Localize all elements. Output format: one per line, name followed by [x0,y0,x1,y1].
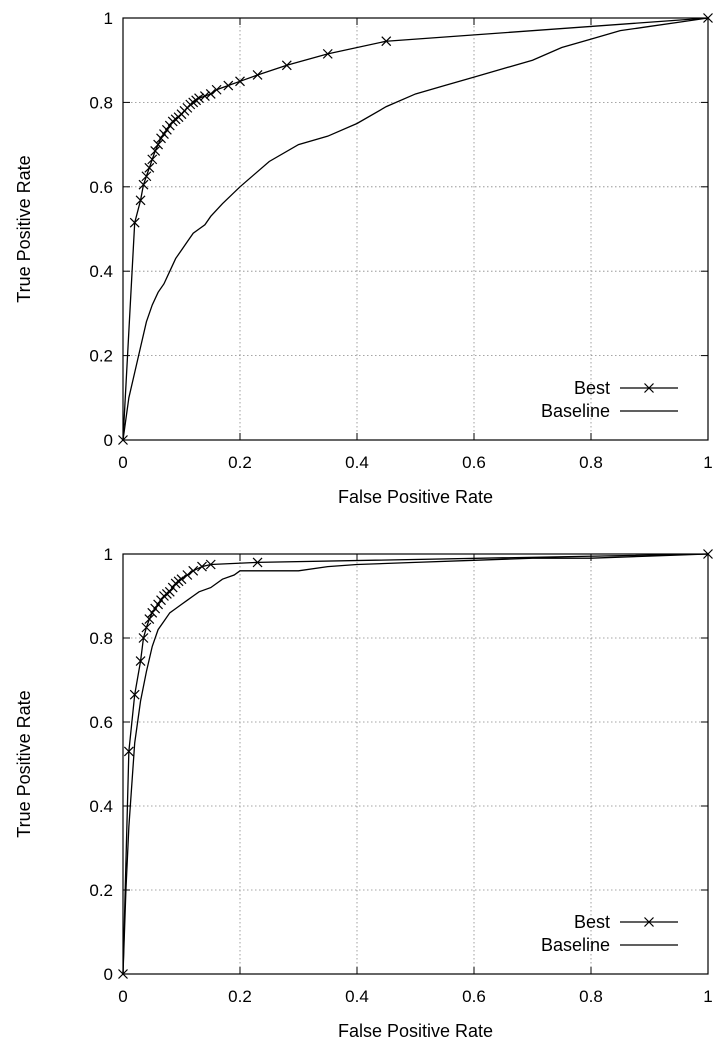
legend: Best Baseline [541,378,678,421]
data-point [381,36,392,47]
y-tick-label: 0 [104,965,113,984]
plot-frame [122,553,709,975]
y-tick-label: 0.6 [89,713,113,732]
x-axis-label: False Positive Rate [338,1021,493,1041]
legend-label-baseline: Baseline [541,401,610,421]
series-baseline [122,553,709,975]
data-point [129,217,140,228]
legend-label-baseline: Baseline [541,935,610,955]
y-tick-label: 0.2 [89,347,113,366]
data-point [223,80,234,91]
grid [123,554,708,974]
y-tick-label: 0 [104,431,113,450]
data-point [281,60,292,71]
data-point [129,689,140,700]
series-best [118,13,713,445]
data-point [252,70,263,80]
legend-marker [644,383,654,393]
series-line-best [122,17,709,441]
data-point [252,557,263,568]
data-point [138,633,149,643]
data-point [176,574,187,585]
x-tick-label: 0.8 [579,453,603,472]
y-tick-label: 0.4 [89,262,113,281]
y-axis-label: True Positive Rate [14,155,34,302]
series-best [118,549,713,979]
x-tick-label: 0 [118,987,127,1006]
x-tick-label: 0.6 [462,453,486,472]
x-axis-label: False Positive Rate [338,487,493,507]
x-tick-label: 1 [703,453,712,472]
data-point [141,171,152,182]
y-tick-label: 0.8 [89,93,113,112]
y-tick-label: 0.6 [89,178,113,197]
data-point [161,124,172,135]
data-point [123,746,134,757]
roc-chart-1: 0 0.2 0.4 0.6 0.8 1 0 0.2 0.4 0.6 0.8 1 False Positi… [14,9,713,507]
x-tick-label: 0.4 [345,987,369,1006]
data-point [156,133,166,144]
grid [123,18,708,440]
x-tick-label: 0.2 [228,453,252,472]
data-point [147,154,158,165]
data-point [205,89,216,99]
axis-ticks: 0 0.2 0.4 0.6 0.8 1 0 0.2 0.4 0.6 0.8 1 [89,9,712,472]
data-point [150,603,161,614]
roc-chart-2: 0 0.2 0.4 0.6 0.8 1 0 0.2 0.4 0.6 0.8 1 False Positi… [14,545,713,1041]
legend-label-best: Best [574,912,610,932]
axis-ticks: 0 0.2 0.4 0.6 0.8 1 0 0.2 0.4 0.6 0.8 1 [89,545,712,1006]
data-point [211,84,222,95]
x-tick-label: 0.2 [228,987,252,1006]
series-line-best [122,553,709,975]
data-point [322,48,333,59]
data-point [135,195,146,206]
data-point [194,93,204,104]
data-point [235,76,245,87]
x-tick-label: 1 [703,987,712,1006]
y-tick-label: 0.4 [89,797,113,816]
legend: Best Baseline [541,912,678,955]
y-axis-label: True Positive Rate [14,690,34,837]
data-point [144,614,155,625]
data-point [147,607,158,618]
plot-frame [122,17,709,441]
legend-label-best: Best [574,378,610,398]
y-tick-label: 0.8 [89,629,113,648]
data-point [138,179,149,190]
data-point [182,570,193,580]
x-tick-label: 0.6 [462,987,486,1006]
data-point [153,599,164,610]
data-point [159,129,169,139]
data-point [153,139,164,150]
x-tick-label: 0.4 [345,453,369,472]
data-point [164,586,175,597]
data-point [135,656,146,667]
y-tick-label: 1 [104,545,113,564]
x-tick-label: 0.8 [579,987,603,1006]
legend-marker [644,917,654,927]
x-tick-label: 0 [118,453,127,472]
data-point [197,561,207,572]
data-point [205,559,216,570]
data-point [150,146,161,156]
y-tick-label: 1 [104,9,113,28]
data-point [199,91,210,101]
data-point [144,162,155,173]
series-line-baseline [122,17,709,441]
data-point [141,622,152,633]
series-line-baseline [122,553,709,975]
y-tick-label: 0.2 [89,881,113,900]
data-point [188,565,199,576]
series-baseline [122,17,709,441]
